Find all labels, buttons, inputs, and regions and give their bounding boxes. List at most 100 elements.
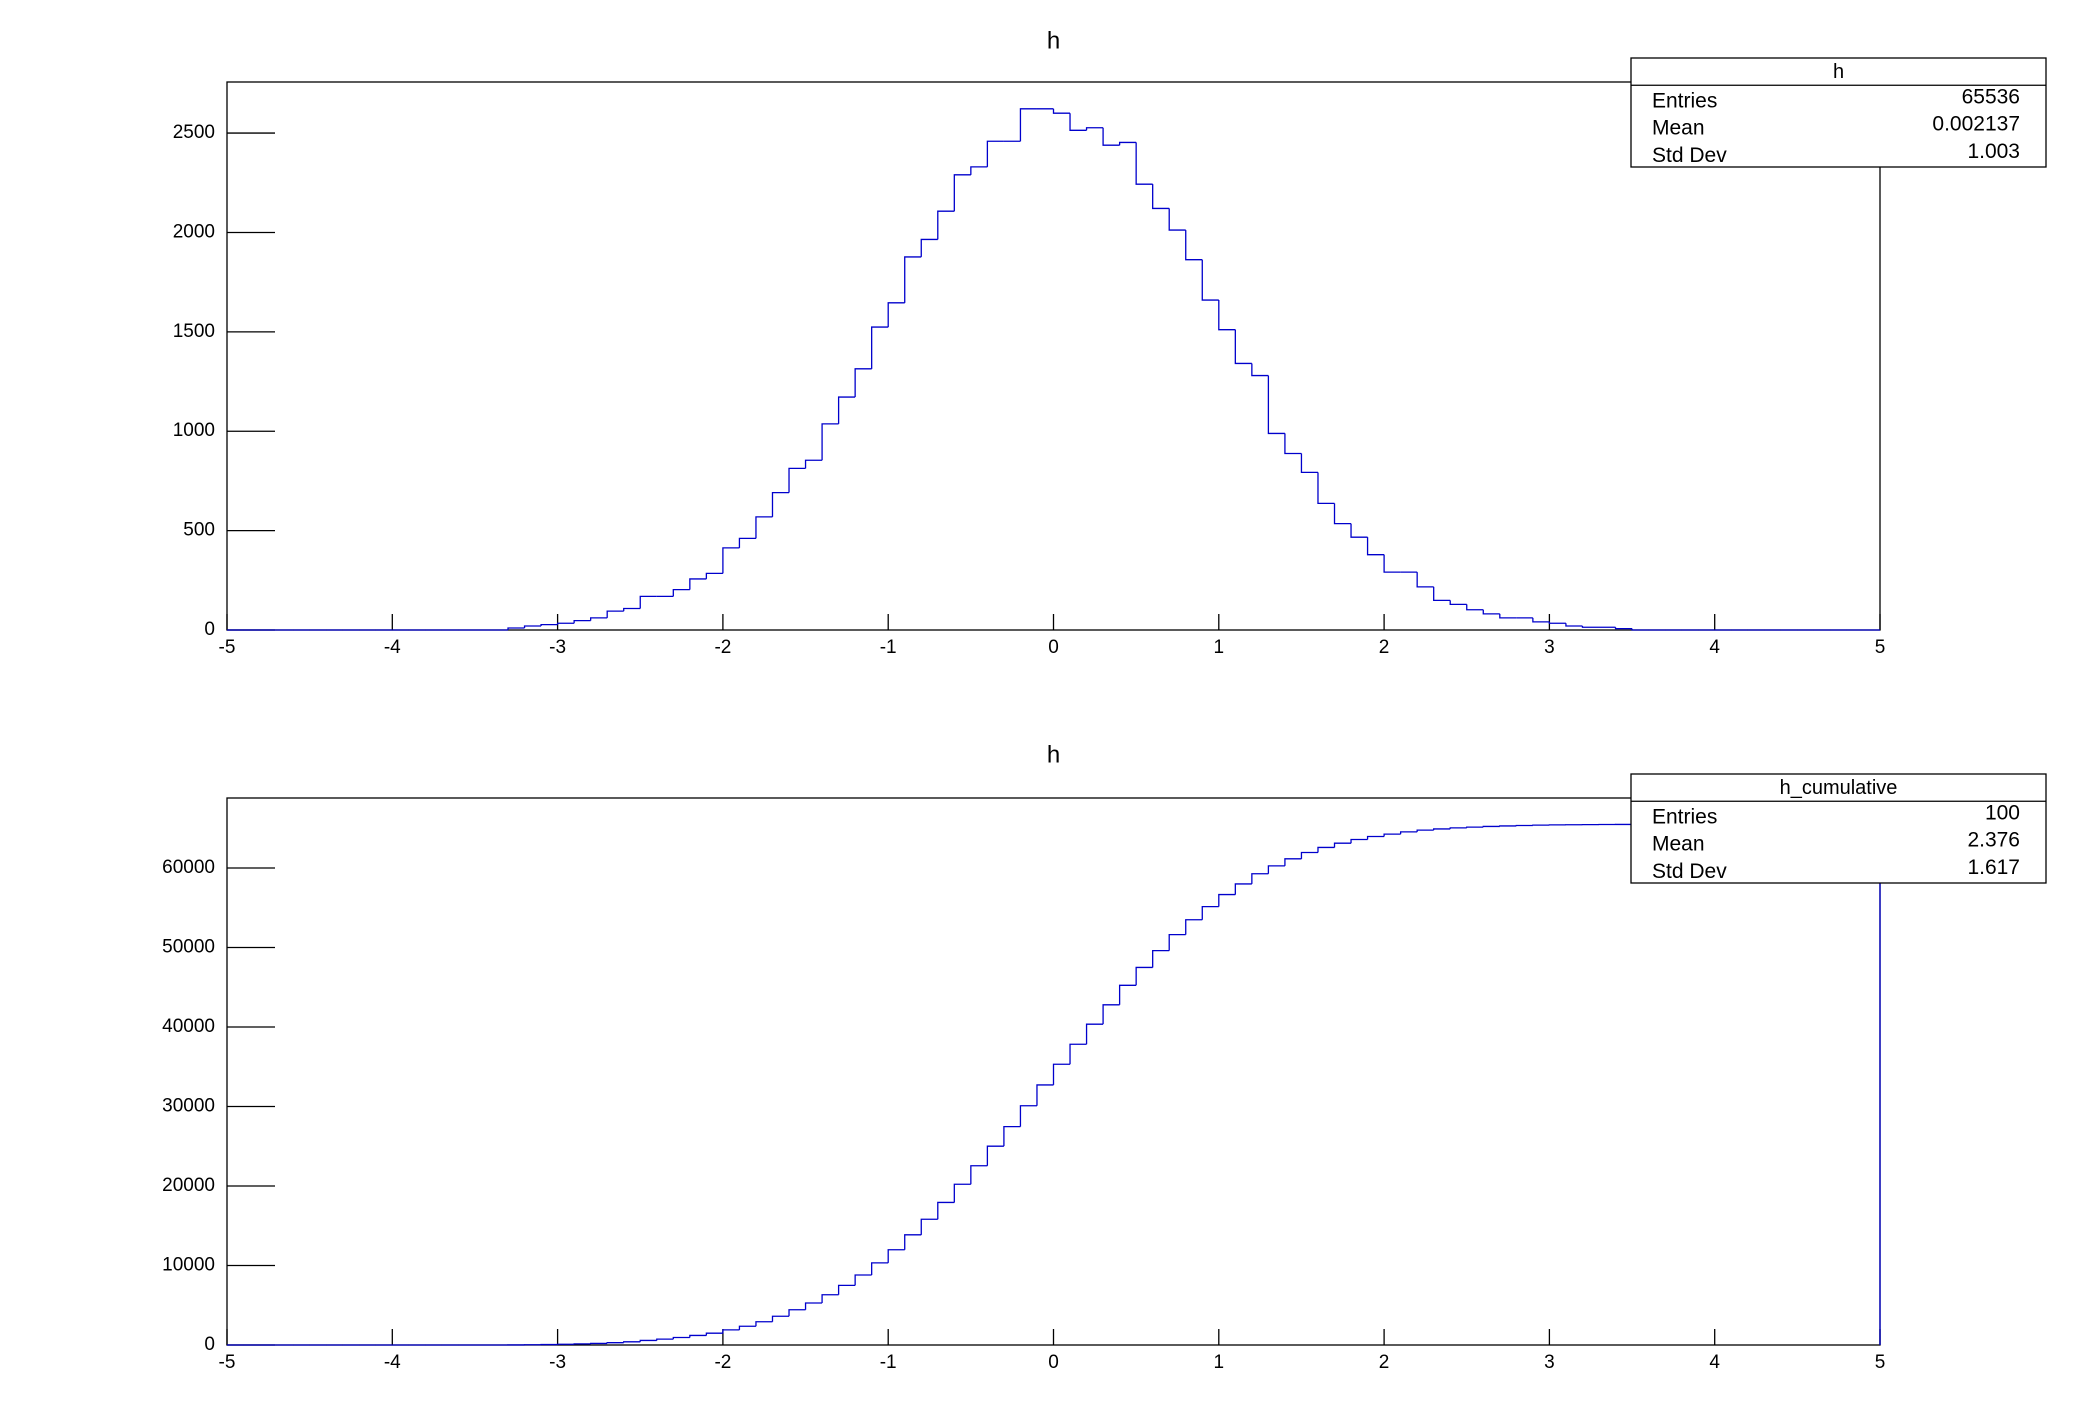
histogram-bin (1152, 184, 1170, 210)
stats-value: 1.617 (1967, 856, 2020, 879)
y-tick-label: 0 (204, 1334, 215, 1355)
y-tick-label: 50000 (162, 936, 215, 957)
histogram-bin (887, 302, 905, 328)
y-tick-label: 1500 (173, 321, 215, 342)
histogram-bin (1449, 600, 1467, 606)
histogram-bin (920, 1218, 938, 1235)
histogram-bin (523, 625, 542, 629)
histogram-bin (1085, 127, 1104, 131)
x-tick-label: -5 (219, 1352, 236, 1373)
histogram-bin (854, 1274, 872, 1286)
histogram-bin (1317, 472, 1335, 505)
stats-box (1630, 57, 2047, 168)
histogram-bin (1581, 626, 1599, 628)
x-tick-label: 0 (1048, 637, 1059, 658)
y-tick-label: 20000 (162, 1175, 215, 1196)
histogram-bin (556, 622, 575, 625)
histogram-bin (804, 1302, 823, 1310)
x-tick-label: -3 (549, 637, 566, 658)
histogram-bin (953, 174, 971, 212)
histogram-bin (1350, 838, 1368, 844)
histogram-bin (540, 623, 558, 627)
histogram-bin (788, 1309, 806, 1317)
stats-value: 100 (1985, 801, 2020, 824)
histogram-bin (1251, 873, 1269, 884)
histogram-bin (1565, 623, 1583, 627)
histogram-bin (1300, 851, 1318, 859)
histogram-bin (1433, 586, 1451, 602)
histogram-bin (920, 238, 938, 257)
histogram-bin (573, 620, 591, 624)
x-tick-label: -1 (880, 1352, 897, 1373)
histogram-bin (656, 1338, 674, 1341)
x-tick-label: 0 (1048, 1352, 1059, 1373)
histogram-bin (1135, 966, 1153, 986)
histogram-bin (1102, 1004, 1120, 1025)
histogram-bin (1300, 453, 1318, 474)
histogram-bin (1863, 823, 1881, 1345)
histogram-bin (1433, 828, 1451, 831)
stats-value: 2.376 (1967, 829, 2020, 852)
histogram-bin (738, 1325, 756, 1330)
histogram-bin (1267, 865, 1285, 874)
histogram-bin (1069, 1043, 1087, 1065)
stats-box (1630, 773, 2047, 884)
histogram-bin (1135, 142, 1153, 185)
x-tick-label: 5 (1875, 1352, 1886, 1373)
x-tick-label: 1 (1214, 1352, 1225, 1373)
histogram-bin (887, 1249, 905, 1263)
histogram-bin (672, 589, 690, 597)
histogram-bin (1218, 893, 1236, 907)
histogram-bin (1333, 842, 1352, 848)
x-tick-label: 1 (1214, 637, 1225, 658)
histogram-bin (639, 1339, 657, 1342)
histogram-bin (1036, 1084, 1054, 1106)
x-tick-label: 2 (1379, 637, 1390, 658)
histogram-bin (837, 1284, 856, 1295)
histogram-bin (1234, 883, 1252, 895)
histogram-bin (1052, 108, 1071, 114)
histogram-bin (1449, 827, 1467, 829)
stats-label: Entries (1652, 89, 1717, 112)
histogram-bin (771, 1315, 790, 1322)
x-tick-label: -4 (384, 637, 401, 658)
histogram-bin (904, 1234, 922, 1250)
histogram-bin (1366, 835, 1385, 840)
histogram-bin (937, 1201, 955, 1220)
histogram-bin (1102, 127, 1120, 146)
histogram-bin (1218, 300, 1236, 331)
chart-title: h (1047, 741, 1060, 768)
histogram-bin (1019, 1105, 1037, 1127)
stats-title: h (1833, 61, 1844, 83)
stats-label: Std Dev (1652, 860, 1727, 883)
histogram-bin (689, 1334, 707, 1338)
histogram-bin (1548, 621, 1566, 624)
histogram-bin (788, 467, 806, 493)
histogram-bin (639, 595, 657, 609)
stats-title: h_cumulative (1780, 777, 1898, 799)
histogram-bin (1052, 1063, 1071, 1085)
histogram-bin (1118, 141, 1137, 146)
y-tick-label: 60000 (162, 857, 215, 878)
histogram-bin (1399, 831, 1418, 835)
histogram-bin (1118, 984, 1137, 1005)
histogram-bin (970, 166, 988, 175)
histogram-bin (1317, 846, 1335, 853)
histogram-bin (821, 1294, 839, 1303)
histogram-bin (953, 1183, 971, 1203)
histogram-bin (1069, 113, 1087, 131)
stats-value: 1.003 (1967, 140, 2020, 163)
chart-title: h (1047, 27, 1060, 54)
histogram-bin (871, 1262, 889, 1275)
histogram-bin (1003, 1125, 1021, 1147)
stats-value: 0.002137 (1932, 113, 2020, 136)
histogram-bin (606, 610, 624, 618)
histogram-bin (1201, 905, 1219, 920)
histogram-bin (854, 368, 872, 398)
histogram-bin (1383, 554, 1401, 573)
histogram-bin (771, 492, 790, 517)
histogram-bin (623, 1341, 641, 1343)
histogram-bin (871, 326, 889, 369)
histogram-bin (722, 1329, 740, 1334)
